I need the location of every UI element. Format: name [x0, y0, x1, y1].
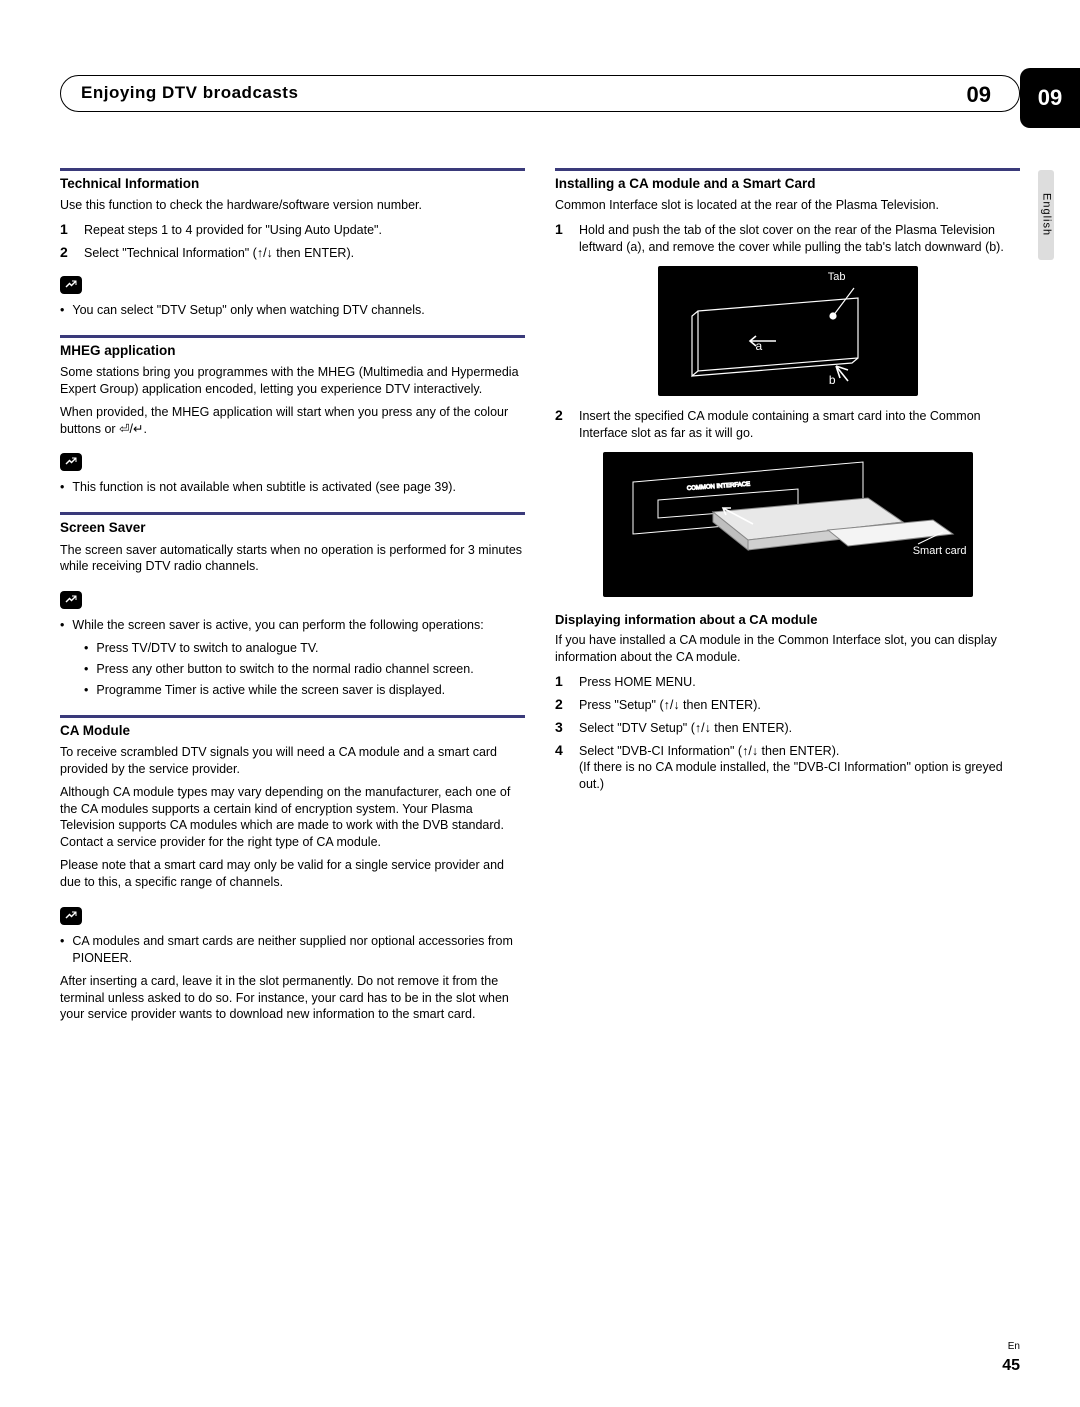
slot-cover-diagram: Tab a b — [658, 266, 918, 396]
diagram-text: COMMON INTERFACE — [686, 481, 750, 491]
language-tab: English — [1038, 170, 1054, 260]
note-list: You can select "DTV Setup" only when wat… — [60, 302, 525, 319]
list-item: 3Select "DTV Setup" (↑/↓ then ENTER). — [555, 718, 1020, 737]
note-item: This function is not available when subt… — [60, 479, 525, 496]
list-item: 1Hold and push the tab of the slot cover… — [555, 220, 1020, 256]
numbered-list: 1Press HOME MENU. 2Press "Setup" (↑/↓ th… — [555, 672, 1020, 793]
sub-item: Press any other button to switch to the … — [84, 661, 525, 678]
body-text: Some stations bring you programmes with … — [60, 364, 525, 398]
list-item: 2Insert the specified CA module containi… — [555, 406, 1020, 442]
note-item: CA modules and smart cards are neither s… — [60, 933, 525, 967]
right-column: Installing a CA module and a Smart Card … — [555, 152, 1020, 1029]
page-number: 45 — [1002, 1357, 1020, 1374]
section-heading: CA Module — [60, 715, 525, 740]
list-item: 2Select "Technical Information" (↑/↓ the… — [60, 243, 525, 262]
body-text: If you have installed a CA module in the… — [555, 632, 1020, 666]
numbered-list: 1Repeat steps 1 to 4 provided for "Using… — [60, 220, 525, 262]
page-footer: En 45 — [1002, 1340, 1020, 1377]
body-text: When provided, the MHEG application will… — [60, 404, 525, 438]
section-heading: MHEG application — [60, 335, 525, 360]
body-text: Although CA module types may vary depend… — [60, 784, 525, 852]
chapter-side-tab: 09 — [1020, 68, 1080, 128]
numbered-list: 1Hold and push the tab of the slot cover… — [555, 220, 1020, 256]
footer-lang: En — [1002, 1340, 1020, 1354]
body-text: After inserting a card, leave it in the … — [60, 973, 525, 1024]
left-column: Technical Information Use this function … — [60, 152, 525, 1029]
body-text: To receive scrambled DTV signals you wil… — [60, 744, 525, 778]
note-icon — [60, 591, 82, 609]
body-text: Common Interface slot is located at the … — [555, 197, 1020, 214]
list-item: 2Press "Setup" (↑/↓ then ENTER). — [555, 695, 1020, 714]
sub-list: Press TV/DTV to switch to analogue TV. P… — [84, 640, 525, 699]
list-item: 1Repeat steps 1 to 4 provided for "Using… — [60, 220, 525, 239]
sub-item: Programme Timer is active while the scre… — [84, 682, 525, 699]
language-label: English — [1039, 193, 1054, 236]
ca-module-diagram: Smart card COMMON INTERFACE — [603, 452, 973, 597]
numbered-list: 2Insert the specified CA module containi… — [555, 406, 1020, 442]
section-heading: Installing a CA module and a Smart Card — [555, 168, 1020, 193]
chapter-header: Enjoying DTV broadcasts 09 — [60, 75, 1020, 112]
chapter-title: Enjoying DTV broadcasts — [81, 83, 298, 102]
page-content: Enjoying DTV broadcasts 09 Technical Inf… — [0, 0, 1080, 1069]
body-text: Please note that a smart card may only b… — [60, 857, 525, 891]
chapter-number: 09 — [967, 80, 991, 110]
note-icon — [60, 453, 82, 471]
list-item: 1Press HOME MENU. — [555, 672, 1020, 691]
body-text: The screen saver automatically starts wh… — [60, 542, 525, 576]
note-list: This function is not available when subt… — [60, 479, 525, 496]
sub-item: Press TV/DTV to switch to analogue TV. — [84, 640, 525, 657]
note-item: While the screen saver is active, you ca… — [60, 617, 525, 634]
note-list: CA modules and smart cards are neither s… — [60, 933, 525, 967]
note-icon — [60, 276, 82, 294]
list-item: 4Select "DVB-CI Information" (↑/↓ then E… — [555, 741, 1020, 794]
body-text: Use this function to check the hardware/… — [60, 197, 525, 214]
sub-heading: Displaying information about a CA module — [555, 611, 1020, 629]
note-item: You can select "DTV Setup" only when wat… — [60, 302, 525, 319]
note-icon — [60, 907, 82, 925]
note-list: While the screen saver is active, you ca… — [60, 617, 525, 634]
section-heading: Screen Saver — [60, 512, 525, 537]
section-heading: Technical Information — [60, 168, 525, 193]
